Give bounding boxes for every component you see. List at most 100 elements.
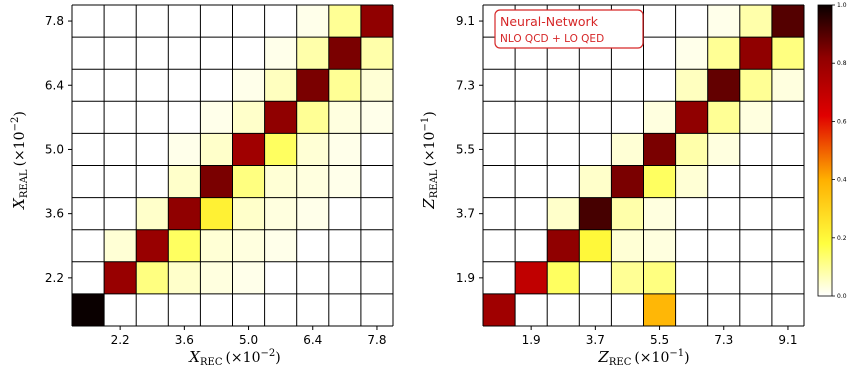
heatmap-cell-x: [232, 197, 265, 230]
heatmap-cell-z: [707, 197, 740, 230]
heatmap-grid-x: [71, 4, 394, 327]
heatmap-cell-x: [72, 101, 105, 134]
heatmap-cell-z: [675, 165, 708, 198]
heatmap-cell-z: [771, 197, 804, 230]
heatmap-cell-x: [264, 261, 297, 294]
heatmap-cell-x: [104, 197, 137, 230]
heatmap-cell-x: [328, 101, 361, 134]
y-tick-label: 3.6: [45, 207, 64, 221]
heatmap-cell-z: [739, 69, 772, 102]
heatmap-cell-x: [72, 133, 105, 166]
heatmap-cell-x: [232, 293, 265, 326]
heatmap-cell-z: [483, 229, 516, 262]
heatmap-cell-x: [200, 69, 233, 102]
colorbar-tick-label: 0.0: [837, 293, 847, 300]
heatmap-cell-x: [360, 133, 393, 166]
heatmap-cell-x: [136, 101, 169, 134]
heatmap-cell-x: [360, 229, 393, 262]
heatmap-cell-z: [515, 197, 548, 230]
heatmap-cell-z: [611, 229, 644, 262]
heatmap-cell-z: [515, 165, 548, 198]
colorbar: 0.0 0.2 0.4 0.6 0.8 1.0: [817, 2, 847, 300]
heatmap-cell-z: [643, 197, 676, 230]
heatmap-cell-z: [547, 69, 580, 102]
heatmap-cell-x: [264, 37, 297, 70]
heatmap-cell-x: [72, 37, 105, 70]
colorbar-tick-label: 0.2: [837, 235, 847, 242]
heatmap-cell-x: [136, 69, 169, 102]
heatmap-cell-z: [643, 69, 676, 102]
y-axis-label-z: ZREAL(×10−1): [420, 111, 440, 209]
x-tick-label: 5.5: [650, 333, 669, 347]
heatmap-cell-x: [328, 229, 361, 262]
heatmap-cell-z: [739, 261, 772, 294]
heatmap-cell-x: [232, 229, 265, 262]
heatmap-cell-x: [72, 69, 105, 102]
heatmap-cell-z: [579, 293, 612, 326]
heatmap-cells-x: [72, 5, 393, 326]
heatmap-cell-x: [360, 5, 393, 38]
heatmap-cell-z: [771, 229, 804, 262]
heatmap-cell-z: [771, 69, 804, 102]
y-tick-label: 7.8: [45, 14, 64, 28]
heatmap-cell-z: [483, 69, 516, 102]
heatmap-cell-x: [104, 293, 137, 326]
heatmap-cell-z: [739, 229, 772, 262]
heatmap-cell-x: [328, 165, 361, 198]
heatmap-cell-x: [264, 133, 297, 166]
heatmap-cell-x: [328, 37, 361, 70]
heatmap-cell-x: [232, 37, 265, 70]
y-tick-label: 6.4: [45, 78, 64, 92]
heatmap-cell-x: [200, 165, 233, 198]
heatmap-cell-z: [515, 133, 548, 166]
y-axis-label-x: XREAL(×10−2): [10, 111, 30, 210]
heatmap-panel-z: 1.9 3.7 5.5 7.3 9.1 1.9 3.7 5.5 7.3 9.1 ZREC (×10…: [420, 4, 805, 368]
y-tick-label: 2.2: [45, 271, 64, 285]
heatmap-cell-x: [232, 133, 265, 166]
heatmap-cell-x: [264, 293, 297, 326]
heatmap-cell-x: [296, 197, 329, 230]
heatmap-cell-x: [328, 69, 361, 102]
heatmap-cell-z: [771, 5, 804, 38]
heatmap-cell-x: [104, 133, 137, 166]
heatmap-cell-z: [579, 101, 612, 134]
heatmap-cell-x: [264, 229, 297, 262]
heatmap-cell-z: [579, 197, 612, 230]
heatmap-cell-z: [771, 133, 804, 166]
colorbar-tick-label: 0.6: [837, 118, 847, 125]
x-axis-label-z: ZREC (×10−1): [597, 348, 689, 368]
heatmap-cell-x: [104, 165, 137, 198]
heatmap-cell-x: [232, 101, 265, 134]
x-ticks-x: 2.2 3.6 5.0 6.4 7.8: [111, 326, 386, 347]
heatmap-cell-x: [328, 133, 361, 166]
heatmap-cell-z: [739, 133, 772, 166]
heatmap-cell-x: [264, 5, 297, 38]
heatmap-cell-z: [643, 133, 676, 166]
heatmap-cell-z: [739, 37, 772, 70]
heatmap-cell-z: [611, 165, 644, 198]
heatmap-cell-z: [739, 197, 772, 230]
heatmap-cell-z: [515, 261, 548, 294]
heatmap-cell-z: [675, 197, 708, 230]
heatmap-cell-x: [264, 165, 297, 198]
heatmap-cell-x: [72, 165, 105, 198]
x-tick-label: 7.8: [367, 333, 386, 347]
x-tick-label: 6.4: [303, 333, 322, 347]
heatmap-cell-z: [483, 197, 516, 230]
y-ticks-z: 1.9 3.7 5.5 7.3 9.1: [456, 14, 483, 285]
x-axis-label-x: XREC (×10−2): [188, 348, 280, 368]
heatmap-cell-z: [707, 261, 740, 294]
y-tick-label: 3.7: [456, 207, 475, 221]
heatmap-cell-z: [483, 293, 516, 326]
heatmap-cell-x: [168, 69, 201, 102]
heatmap-cell-z: [643, 37, 676, 70]
heatmap-cell-z: [675, 229, 708, 262]
heatmap-cell-z: [579, 69, 612, 102]
heatmap-cell-z: [547, 229, 580, 262]
heatmap-cell-x: [264, 101, 297, 134]
heatmap-cell-x: [72, 261, 105, 294]
heatmap-cell-x: [360, 101, 393, 134]
heatmap-cell-z: [707, 5, 740, 38]
annotation-box: [494, 9, 644, 49]
y-tick-label: 9.1: [456, 14, 475, 28]
